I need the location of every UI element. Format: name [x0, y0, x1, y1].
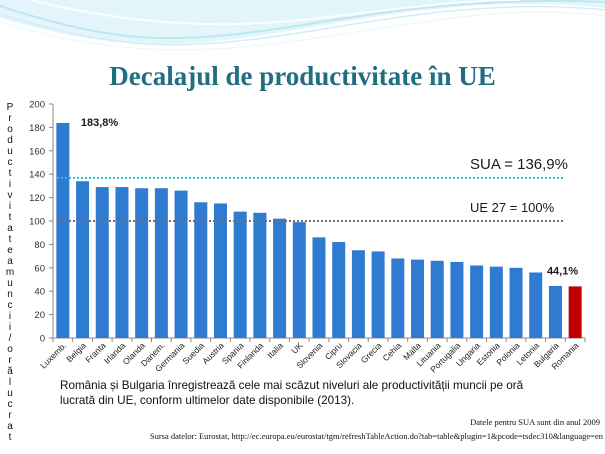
- bar: [233, 211, 247, 338]
- bar: [135, 188, 149, 338]
- header-wave-decoration: [0, 0, 605, 51]
- bar: [391, 258, 405, 338]
- y-axis-label-char: i: [8, 311, 12, 322]
- bar: [95, 187, 109, 338]
- y-axis-label-char: c: [7, 300, 13, 311]
- y-tick-label: 40: [34, 287, 45, 298]
- reference-line-label: UE 27 = 100%: [470, 200, 555, 215]
- y-axis-label-char: c: [7, 157, 13, 168]
- y-tick-label: 80: [34, 240, 45, 251]
- y-axis-label-char: m: [5, 267, 15, 278]
- y-axis-label-char: u: [7, 278, 13, 289]
- bar: [154, 188, 168, 338]
- y-axis-label-char: n: [7, 289, 13, 300]
- x-tick-label: Cehia: [380, 340, 403, 363]
- y-axis-label-char: o: [7, 344, 13, 355]
- y-tick-label: 120: [29, 193, 45, 204]
- x-tick-label: Grecia: [359, 340, 384, 365]
- bar: [312, 237, 326, 338]
- bar: [371, 251, 385, 338]
- y-axis-label-char: r: [8, 113, 12, 124]
- y-axis-label-char: t: [8, 234, 12, 245]
- y-tick-label: 160: [29, 146, 45, 157]
- y-tick-label: 20: [34, 310, 45, 321]
- y-axis-label-char: a: [7, 223, 13, 234]
- bar: [174, 190, 188, 338]
- caption-line: România și Bulgaria înregistrează cele m…: [60, 379, 524, 392]
- bar: [76, 181, 90, 338]
- y-axis-label-char: i: [8, 179, 12, 190]
- y-tick-label: 0: [40, 334, 45, 345]
- y-axis-label-char: t: [8, 168, 12, 179]
- y-axis-label-char: u: [7, 388, 13, 399]
- reference-line-label: SUA = 136,9%: [470, 156, 568, 173]
- bar: [450, 261, 464, 338]
- bar: [292, 222, 306, 338]
- y-axis-label-char: a: [7, 256, 13, 267]
- y-axis-label-char: r: [8, 410, 12, 421]
- y-axis-label-char: o: [7, 124, 13, 135]
- usa-data-note: Datele pentru SUA sunt din anul 2009: [470, 417, 600, 427]
- bar: [529, 272, 543, 338]
- y-axis-label-char: t: [8, 432, 12, 443]
- y-axis-label-char: r: [8, 355, 12, 366]
- bar: [115, 187, 129, 338]
- x-tick-label: Belgia: [64, 340, 88, 364]
- data-label: 44,1%: [547, 265, 578, 277]
- y-axis-label-char: c: [7, 399, 13, 410]
- x-tick-label: Luxemb.: [38, 340, 68, 370]
- bars-group: [56, 122, 582, 338]
- bar: [489, 266, 503, 338]
- y-tick-label: 200: [29, 100, 45, 111]
- caption: România și Bulgaria înregistrează cele m…: [60, 378, 523, 408]
- x-tick-label: Italia: [265, 340, 285, 360]
- data-label: 183,8%: [81, 117, 119, 129]
- bar: [56, 122, 70, 338]
- y-axis-label-char: l: [8, 377, 12, 388]
- y-axis-label-char: e: [7, 245, 13, 256]
- y-axis-label-char: t: [8, 212, 12, 223]
- bar: [509, 267, 523, 338]
- caption-line: lucrată din UE, conform ultimelor date d…: [60, 394, 355, 407]
- y-axis-label-char: i: [8, 322, 12, 333]
- y-tick-label: 100: [29, 217, 45, 228]
- y-axis-label-char: /: [8, 333, 12, 344]
- y-axis-label-char: a: [7, 421, 13, 432]
- bar: [548, 285, 562, 338]
- y-tick-label: 60: [34, 263, 45, 274]
- bar: [470, 265, 484, 338]
- reference-lines-group: SUA = 136,9% UE 27 = 100%: [57, 156, 568, 222]
- y-tick-label: 140: [29, 170, 45, 181]
- bar: [332, 242, 346, 338]
- bar: [213, 203, 227, 338]
- bar: [194, 202, 208, 338]
- y-axis-label-char: ă: [7, 366, 13, 377]
- y-axis-label-char: P: [6, 102, 14, 113]
- source-note: Sursa datelor: Eurostat, http://ec.europ…: [149, 431, 603, 441]
- y-tick-label: 180: [29, 123, 45, 134]
- bar: [351, 250, 365, 338]
- bar: [273, 218, 287, 338]
- y-axis-label-char: v: [7, 190, 13, 201]
- y-axis-label-char: i: [8, 201, 12, 212]
- bar: [430, 260, 444, 338]
- bar: [411, 259, 425, 338]
- y-axis-label-char: d: [7, 135, 13, 146]
- slide-title: Decalajul de productivitate în UE: [109, 61, 496, 91]
- y-axis-label-char: u: [7, 146, 13, 157]
- bar-highlight: [568, 286, 582, 338]
- bar: [253, 212, 267, 338]
- x-tick-label: UK: [289, 340, 305, 356]
